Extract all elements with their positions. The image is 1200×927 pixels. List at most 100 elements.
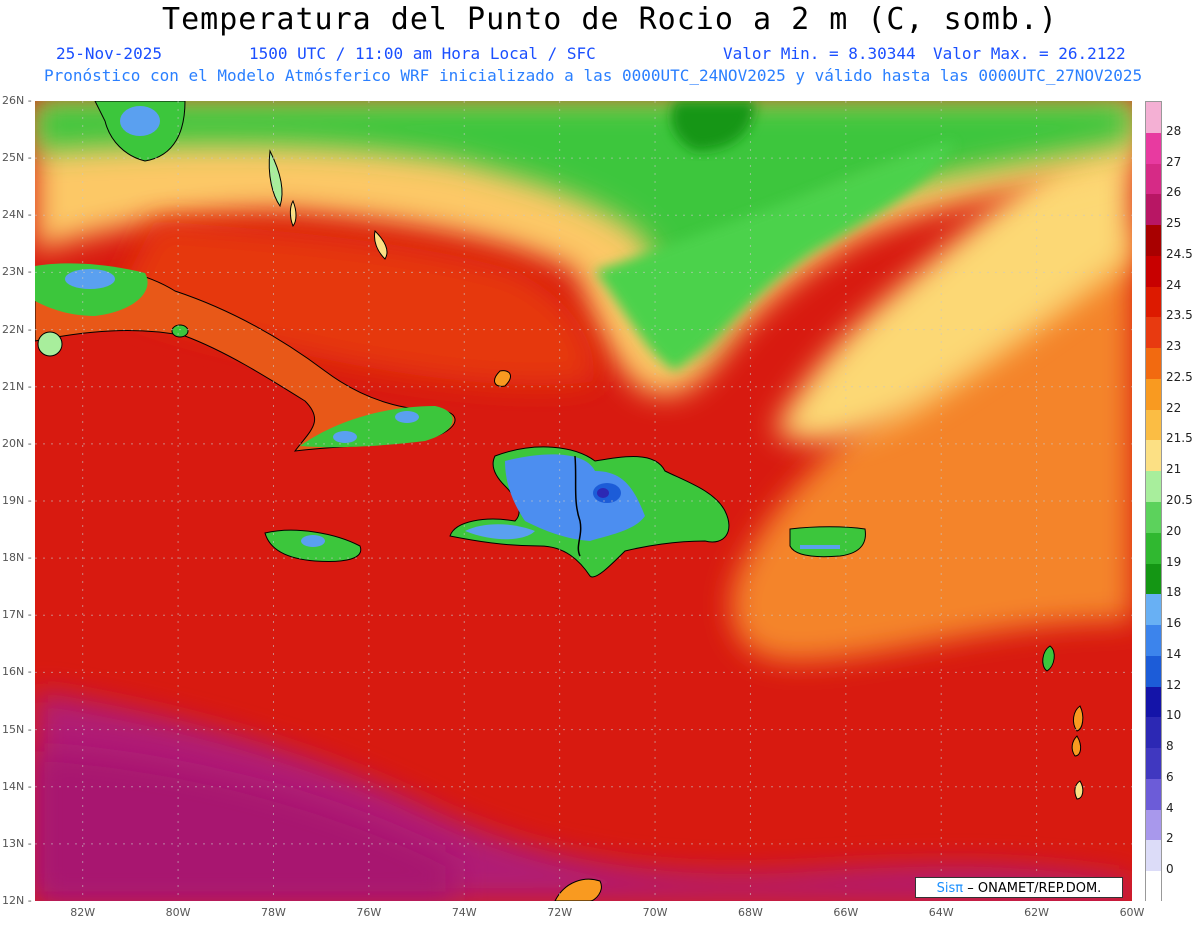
lon-label: 80W <box>165 906 191 919</box>
colorbar-label: 0 <box>1166 862 1174 877</box>
lat-label: 24N - <box>2 208 32 222</box>
orange-north-belt <box>115 221 595 385</box>
colorbar <box>1145 101 1162 903</box>
lat-label: 21N - <box>2 379 32 393</box>
lon-label: 70W <box>642 906 668 919</box>
colorbar-segment <box>1146 286 1161 318</box>
isla-juventud <box>171 324 189 338</box>
colorbar-segment <box>1146 717 1161 749</box>
lat-label: 17N - <box>2 608 32 622</box>
colorbar-label: 28 <box>1166 123 1182 138</box>
colorbar-segment <box>1146 317 1161 349</box>
hispaniola-blue-south <box>465 524 535 540</box>
lat-label: 18N - <box>2 551 32 565</box>
map-title: Temperatura del Punto de Rocio a 2 m (C,… <box>162 2 1058 37</box>
colorbar-label: 24.5 <box>1166 246 1193 261</box>
colorbar-label: 14 <box>1166 646 1182 661</box>
colorbar-segment <box>1146 594 1161 626</box>
colorbar-segment <box>1146 625 1161 657</box>
hispaniola-darkest <box>597 488 609 498</box>
colorbar-label: 2 <box>1166 831 1174 846</box>
colorbar-segment <box>1146 563 1161 595</box>
colorbar-label: 26 <box>1166 185 1182 200</box>
colorbar-segment <box>1146 348 1161 380</box>
colorbar-label: 20 <box>1166 523 1182 538</box>
lon-label: 64W <box>928 906 954 919</box>
colorbar-segment <box>1146 378 1161 411</box>
lat-label: 13N - <box>2 836 32 850</box>
colorbar-label: 23 <box>1166 339 1182 354</box>
lat-label: 23N - <box>2 265 32 279</box>
colorbar-segment <box>1146 532 1161 565</box>
colorbar-segment <box>1146 163 1161 195</box>
colorbar-segment <box>1146 440 1161 472</box>
north-green-zone <box>35 101 1132 351</box>
colorbar-label: 4 <box>1166 800 1174 815</box>
colorbar-segment <box>1146 255 1161 288</box>
lake-okeechobee <box>120 106 160 136</box>
colorbar-label: 12 <box>1166 677 1182 692</box>
colorbar-segment <box>1146 809 1161 841</box>
credit-text: – ONAMET/REP.DOM. <box>967 881 1102 896</box>
graticule <box>35 101 1132 901</box>
colorbar-label: 10 <box>1166 708 1182 723</box>
colorbar-segment <box>1146 194 1161 226</box>
credit-box: Sisπ – ONAMET/REP.DOM. <box>915 877 1123 898</box>
lon-label: 82W <box>70 906 96 919</box>
bahamas-island <box>494 370 511 387</box>
colorbar-segment <box>1146 655 1161 688</box>
lon-label: 72W <box>547 906 573 919</box>
lat-label: 19N - <box>2 494 32 507</box>
diagonal-green-tongue <box>595 141 955 371</box>
colorbar-segment <box>1146 102 1161 134</box>
lat-label: 20N - <box>2 436 32 450</box>
colorbar-label: 24 <box>1166 277 1182 292</box>
colorbar-label: 25 <box>1166 216 1182 231</box>
colorbar-segment <box>1146 778 1161 811</box>
puerto-rico-land <box>789 526 866 558</box>
lat-label: 14N - <box>2 779 32 793</box>
lat-label: 22N - <box>2 322 32 336</box>
bahamas-island <box>289 199 297 227</box>
model-subtitle: Pronóstico con el Modelo Atmósferico WRF… <box>44 66 1143 85</box>
sispi-logo: Sisπ <box>936 881 964 896</box>
dark-green-patch <box>671 101 755 151</box>
yellow-band <box>775 101 1132 442</box>
lon-label: 60W <box>1119 906 1145 919</box>
lat-label: 12N - <box>2 894 32 907</box>
cuba-west-green <box>35 263 148 316</box>
colorbar-segment <box>1146 871 1161 903</box>
dewpoint-map <box>35 101 1132 901</box>
max-value: Valor Max. = 26.2122 <box>933 44 1126 63</box>
colorbar-segment <box>1146 225 1161 257</box>
lesser-antilles <box>1074 780 1084 800</box>
colorbar-label: 21.5 <box>1166 431 1193 446</box>
lat-label: 15N - <box>2 722 32 736</box>
colorbar-label: 8 <box>1166 739 1174 754</box>
lon-label: 66W <box>833 906 859 919</box>
lon-label: 62W <box>1024 906 1050 919</box>
jamaica-blue <box>301 535 325 547</box>
valid-time: 1500 UTC / 11:00 am Hora Local / SFC <box>249 44 596 63</box>
isla-juventud-2 <box>37 331 63 357</box>
valid-date: 25-Nov-2025 <box>56 44 162 63</box>
colorbar-label: 19 <box>1166 554 1182 569</box>
cuba-blue-patch <box>65 269 115 289</box>
lon-label: 68W <box>737 906 763 919</box>
colorbar-label: 23.5 <box>1166 308 1193 323</box>
colorbar-label: 21 <box>1166 462 1182 477</box>
colorbar-label: 16 <box>1166 616 1182 631</box>
colorbar-segment <box>1146 748 1161 780</box>
haiti-dr-border <box>574 455 582 557</box>
colorbar-segment <box>1146 686 1161 718</box>
lon-label: 74W <box>451 906 477 919</box>
colorbar-segment <box>1146 840 1161 872</box>
lon-label: 78W <box>261 906 286 919</box>
colorbar-label: 22 <box>1166 400 1182 415</box>
south-america-coast <box>554 878 602 901</box>
colorbar-label: 27 <box>1166 154 1182 169</box>
lat-label: 26N - <box>2 94 32 107</box>
lat-label: 16N - <box>2 665 32 679</box>
lat-label: 25N - <box>2 151 32 165</box>
cuba-east-blue-2 <box>395 411 419 423</box>
